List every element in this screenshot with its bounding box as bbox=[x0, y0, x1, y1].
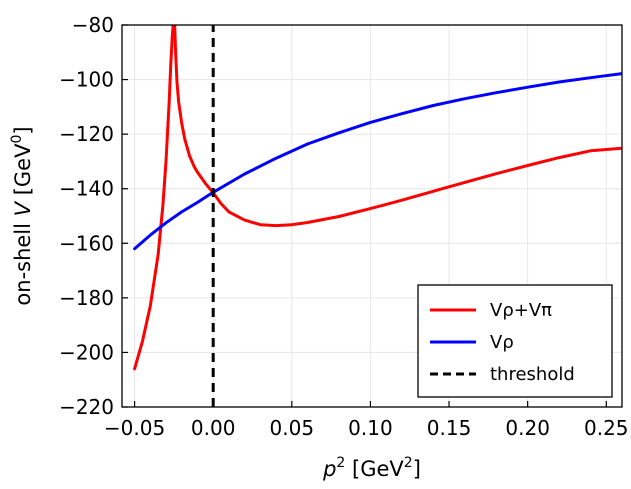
legend: Vρ+Vπ Vρ threshold bbox=[417, 284, 613, 398]
x-tick-label: 0.25 bbox=[584, 416, 629, 440]
series-group bbox=[133, 25, 622, 407]
x-tick-label: 0.05 bbox=[270, 416, 315, 440]
series-line-vrho bbox=[133, 72, 622, 251]
y-tick-label: −200 bbox=[59, 340, 114, 364]
x-tick-label: 0.20 bbox=[505, 416, 550, 440]
y-tick-label: −100 bbox=[59, 68, 114, 92]
series-line-vrho-vpi bbox=[133, 25, 175, 371]
legend-label-threshold: threshold bbox=[490, 364, 575, 385]
ticks: −0.05 0.00 0.05 0.10 0.15 0.20 0.25 −220 −200 −18… bbox=[59, 13, 628, 440]
y-axis-title: on-shell V [GeV0] bbox=[9, 126, 35, 305]
legend-label-vrho-vpi: Vρ+Vπ bbox=[490, 300, 552, 321]
series-line-vrho-vpi bbox=[173, 25, 622, 228]
y-tick-label: −80 bbox=[72, 13, 114, 37]
x-tick-label: −0.05 bbox=[104, 416, 165, 440]
y-tick-label: −220 bbox=[59, 395, 114, 419]
x-tick-label: 0.00 bbox=[191, 416, 236, 440]
x-tick-label: 0.15 bbox=[427, 416, 472, 440]
y-tick-label: −160 bbox=[59, 231, 114, 255]
legend-label-vrho: Vρ bbox=[490, 332, 514, 353]
y-tick-label: −140 bbox=[59, 177, 114, 201]
y-tick-label: −180 bbox=[59, 286, 114, 310]
x-axis-title: p2 [GeV2] bbox=[322, 455, 421, 481]
y-tick-label: −120 bbox=[59, 122, 114, 146]
plot-frame bbox=[121, 24, 623, 408]
x-tick-label: 0.10 bbox=[348, 416, 393, 440]
